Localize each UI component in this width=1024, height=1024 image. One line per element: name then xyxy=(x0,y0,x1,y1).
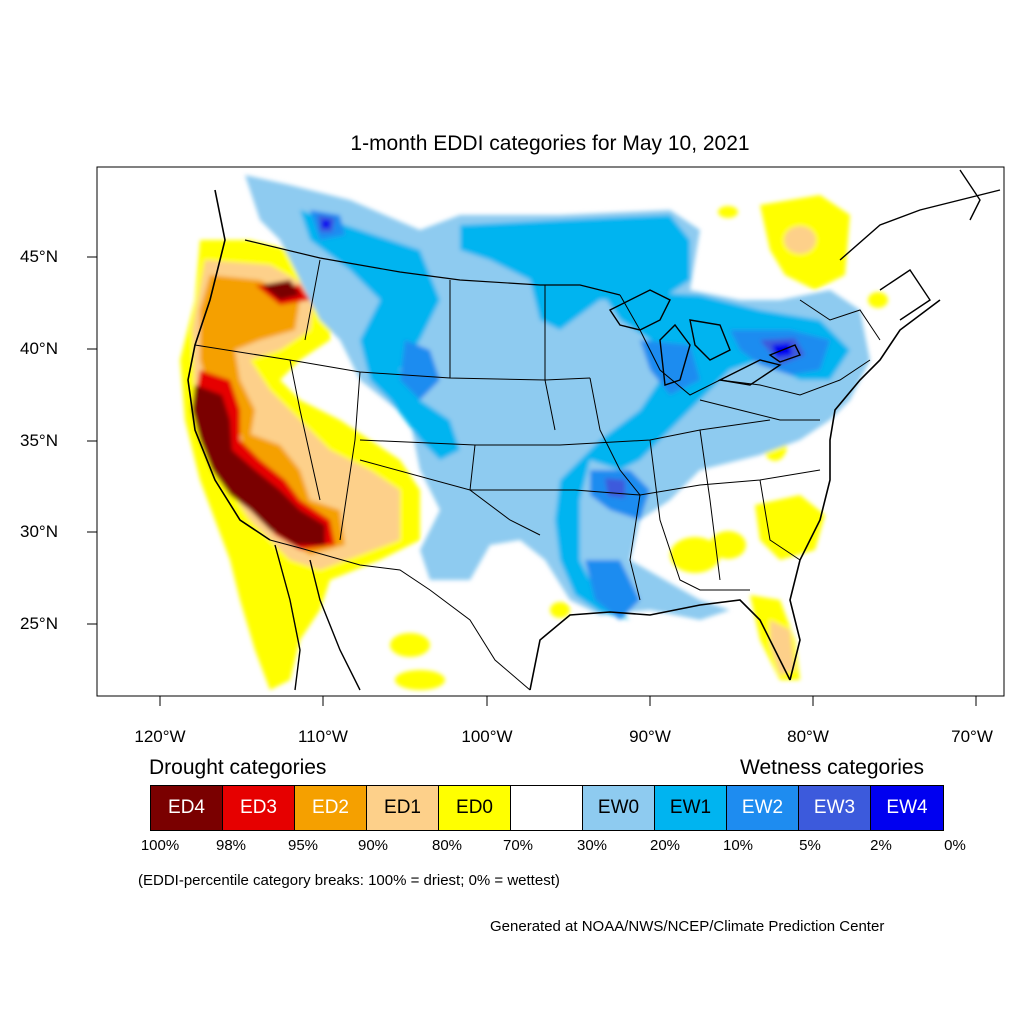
ed4-west-region xyxy=(192,280,325,545)
pct-label: 5% xyxy=(799,837,821,854)
category-shading xyxy=(180,175,888,690)
legend-box-ed4: ED4 xyxy=(151,786,223,830)
legend-box-ed1: ED1 xyxy=(367,786,439,830)
credit-line: Generated at NOAA/NWS/NCEP/Climate Predi… xyxy=(490,918,885,935)
legend-box-ew0: EW0 xyxy=(583,786,655,830)
pct-label: 80% xyxy=(431,837,463,854)
legend-box-neutral xyxy=(511,786,583,830)
legend-box-ed2: ED2 xyxy=(295,786,367,830)
pct-label: 98% xyxy=(215,837,247,854)
drought-heading: Drought categories xyxy=(149,756,327,779)
pct-label: 10% xyxy=(722,837,754,854)
lon-label-100: 100°W xyxy=(461,727,513,746)
lon-label-110: 110°W xyxy=(298,727,348,746)
legend-box-ew4: EW4 xyxy=(871,786,943,830)
pct-label: 0% xyxy=(944,837,966,854)
axis-ticks xyxy=(87,256,977,706)
lat-label-30: 30°N xyxy=(20,522,58,541)
lon-label-120: 120°W xyxy=(134,727,186,746)
ew1-regions xyxy=(300,210,850,620)
legend-box-ew1: EW1 xyxy=(655,786,727,830)
category-note: (EDDI-percentile category breaks: 100% =… xyxy=(138,872,560,889)
legend-box-ew2: EW2 xyxy=(727,786,799,830)
lon-label-70: 70°W xyxy=(951,727,993,746)
pct-label: 95% xyxy=(287,837,319,854)
legend-box-ed0: ED0 xyxy=(439,786,511,830)
lat-label-35: 35°N xyxy=(20,431,58,450)
map-title: 1-month EDDI categories for May 10, 2021 xyxy=(350,132,750,155)
pct-label: 30% xyxy=(576,837,608,854)
lat-label-45: 45°N xyxy=(20,247,58,266)
wetness-heading: Wetness categories xyxy=(740,756,925,779)
pct-label: 20% xyxy=(649,837,681,854)
boundaries xyxy=(187,169,1001,691)
lat-label-25: 25°N xyxy=(20,614,58,633)
pct-label: 100% xyxy=(140,837,180,854)
legend-box-ed3: ED3 xyxy=(223,786,295,830)
ed2-west-region xyxy=(200,275,345,555)
lat-label-40: 40°N xyxy=(20,339,58,358)
legend-box-ew3: EW3 xyxy=(799,786,871,830)
pct-label: 2% xyxy=(870,837,892,854)
lon-label-80: 80°W xyxy=(787,727,829,746)
lon-label-90: 90°W xyxy=(629,727,671,746)
map-frame xyxy=(96,166,1005,697)
legend-color-bar: ED4 ED3 ED2 ED1 ED0 EW0 EW1 EW2 EW3 EW4 xyxy=(150,785,944,831)
pct-label: 70% xyxy=(502,837,534,854)
pct-label: 90% xyxy=(357,837,389,854)
